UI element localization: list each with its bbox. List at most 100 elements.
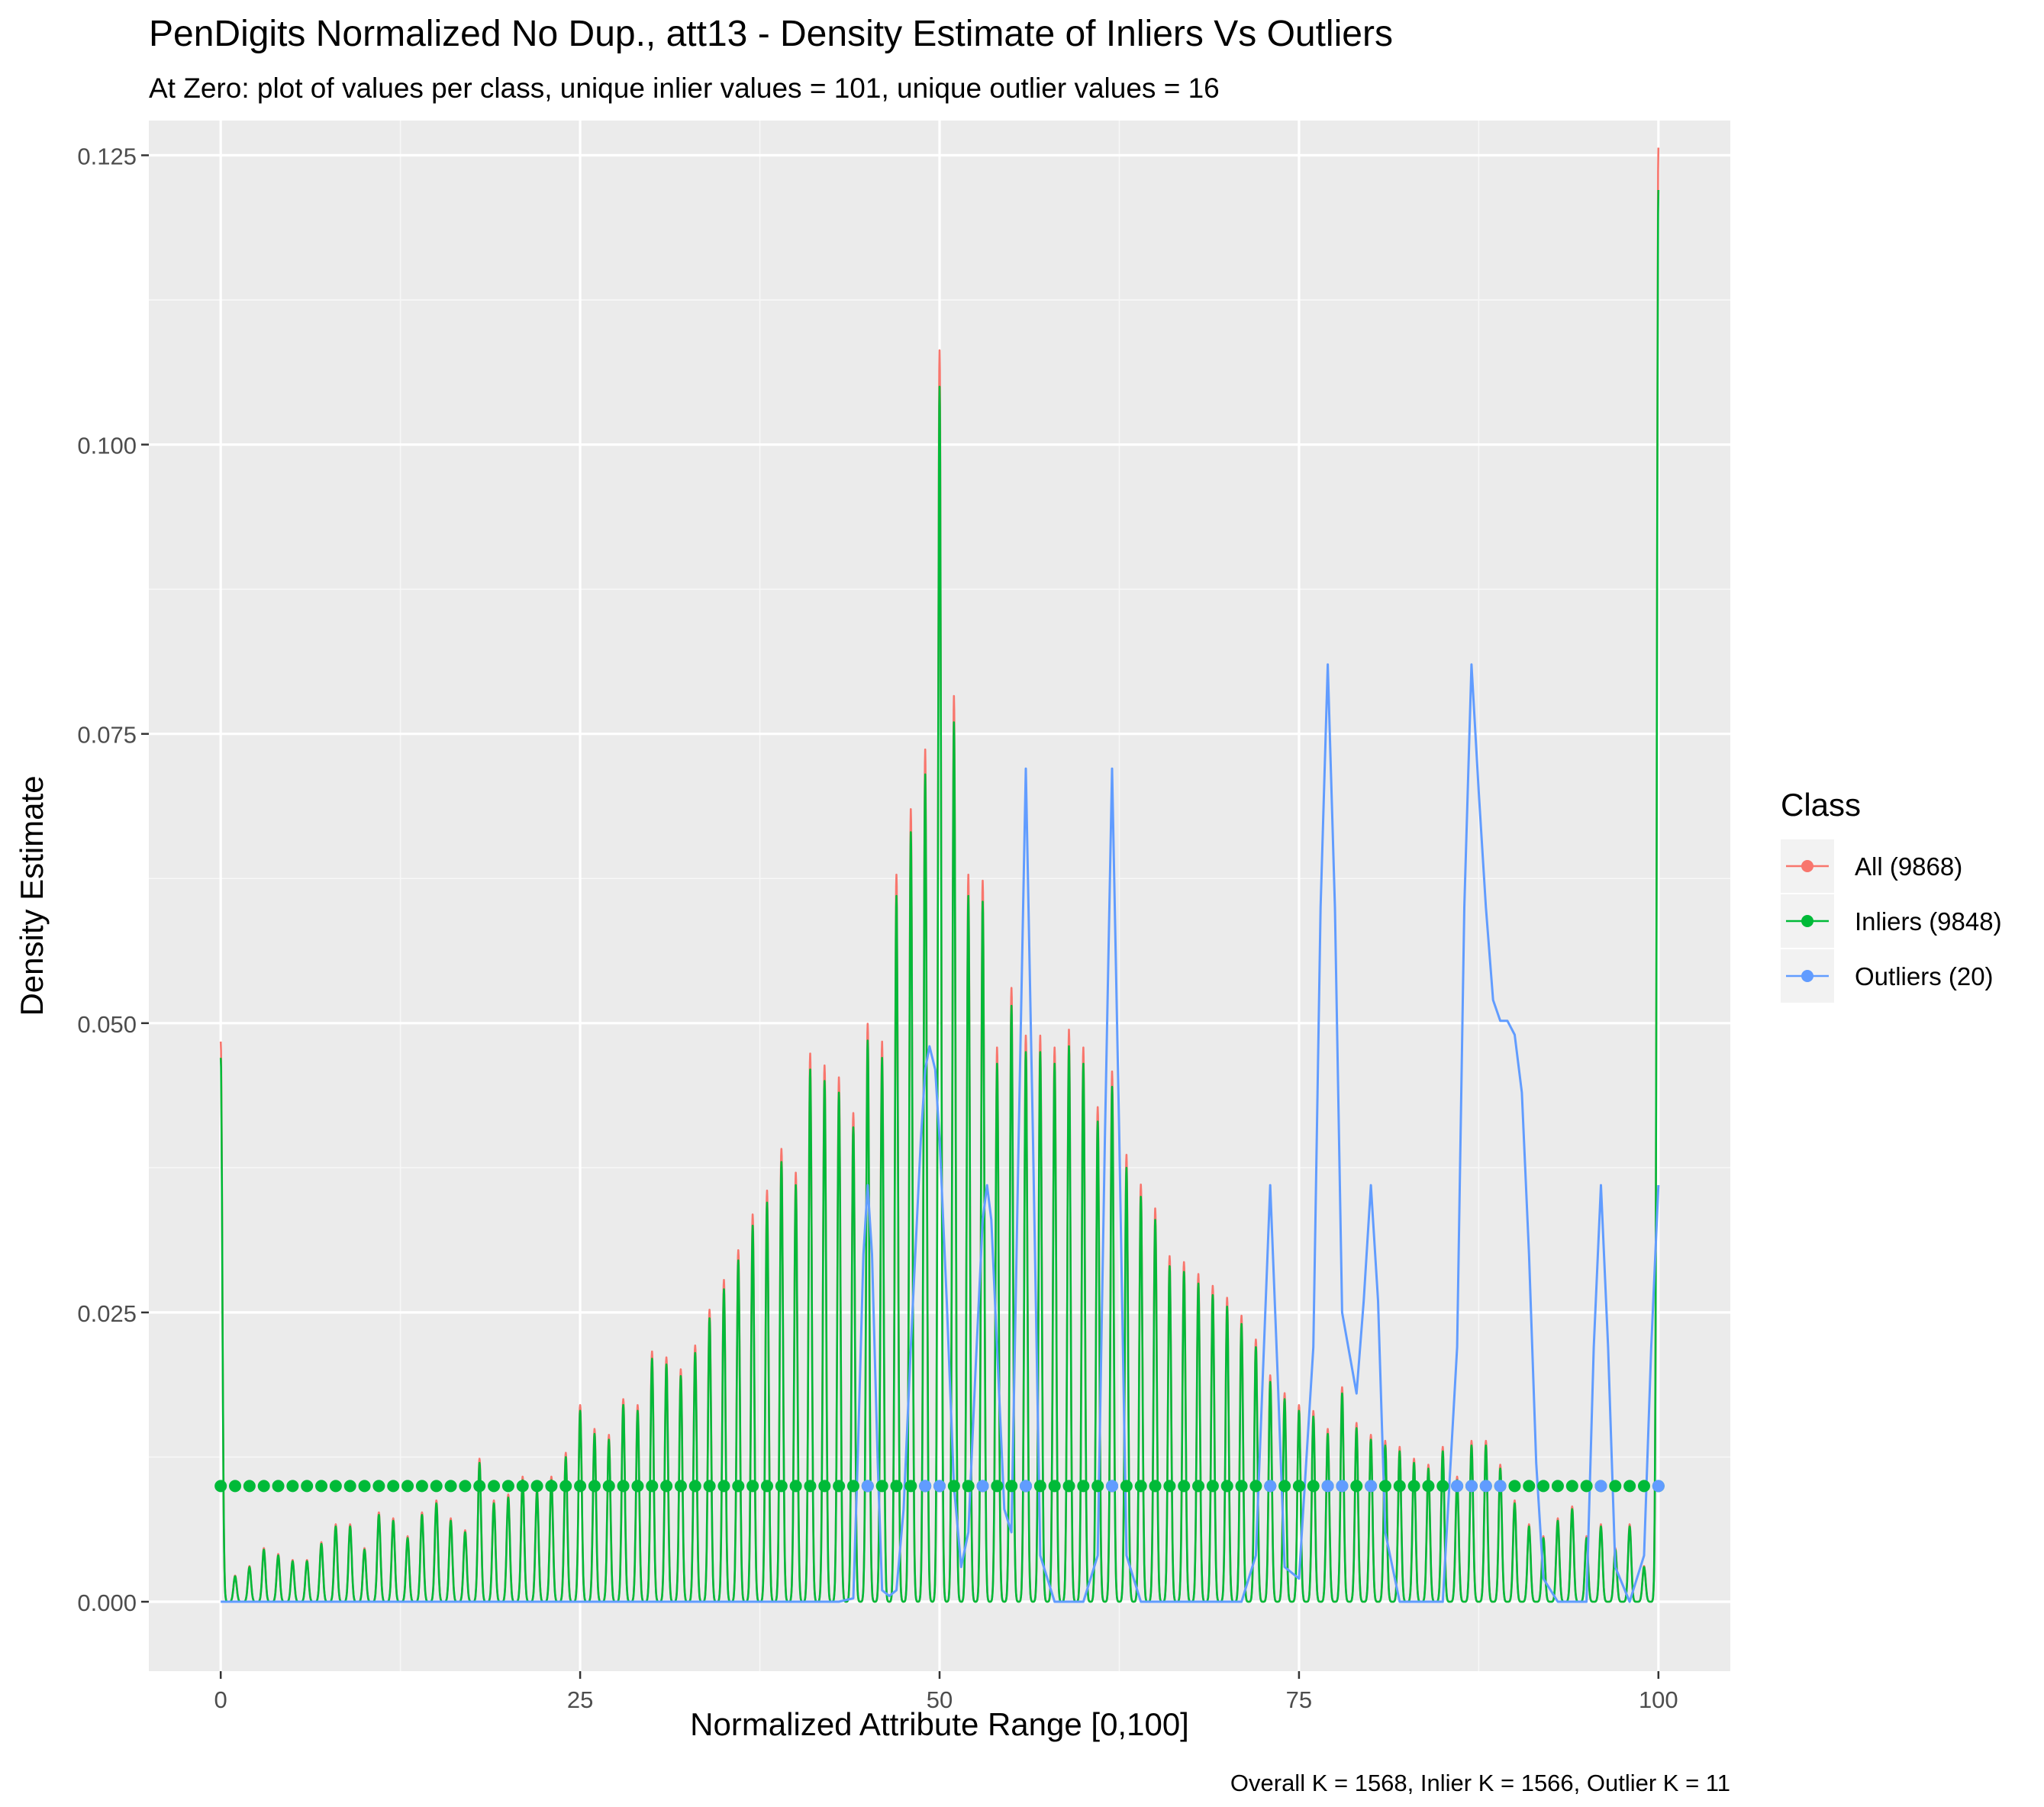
inlier-value-point	[1149, 1480, 1162, 1493]
outlier-value-point	[1479, 1480, 1492, 1493]
legend-label: Inliers (9848)	[1855, 907, 2002, 936]
zero-markers	[214, 1480, 1665, 1493]
inlier-value-point	[947, 1480, 960, 1493]
x-tick-label: 25	[567, 1686, 593, 1713]
inlier-value-point	[1062, 1480, 1075, 1493]
inlier-value-point	[646, 1480, 659, 1493]
inlier-value-point	[1134, 1480, 1147, 1493]
inlier-value-point	[991, 1480, 1004, 1493]
inlier-value-point	[1048, 1480, 1061, 1493]
inlier-value-point	[1537, 1480, 1550, 1493]
inlier-value-point	[1393, 1480, 1406, 1493]
inlier-value-point	[688, 1480, 701, 1493]
inlier-value-point	[1436, 1480, 1449, 1493]
outlier-value-point	[1594, 1480, 1607, 1493]
series-outliers-line	[221, 663, 1660, 1603]
y-tick-label: 0.125	[77, 143, 137, 169]
inlier-value-point	[401, 1480, 414, 1493]
inlier-value-point	[1551, 1480, 1564, 1493]
inlier-value-point	[789, 1480, 802, 1493]
inlier-value-point	[890, 1480, 903, 1493]
inlier-value-point	[818, 1480, 831, 1493]
x-tick-label: 100	[1639, 1686, 1678, 1713]
inlier-value-point	[315, 1480, 328, 1493]
inlier-value-point	[1206, 1480, 1219, 1493]
inlier-value-point	[387, 1480, 400, 1493]
inlier-value-point	[473, 1480, 486, 1493]
inlier-value-point	[1580, 1480, 1593, 1493]
x-tick-label: 75	[1286, 1686, 1312, 1713]
outlier-value-point	[919, 1480, 932, 1493]
y-tick-label: 0.075	[77, 722, 137, 749]
chart-caption: Overall K = 1568, Inlier K = 1566, Outli…	[1230, 1770, 1730, 1796]
inlier-value-point	[1077, 1480, 1090, 1493]
inlier-value-point	[257, 1480, 270, 1493]
inlier-value-point	[545, 1480, 558, 1493]
legend-key-point	[1801, 860, 1813, 872]
outlier-value-point	[976, 1480, 989, 1493]
inlier-value-point	[459, 1480, 472, 1493]
inlier-value-point	[229, 1480, 242, 1493]
inlier-value-point	[1623, 1480, 1636, 1493]
x-tick-label: 0	[214, 1686, 227, 1713]
inlier-value-point	[415, 1480, 428, 1493]
inlier-value-point	[717, 1480, 730, 1493]
legend-title: Class	[1781, 787, 1861, 823]
inlier-value-point	[358, 1480, 371, 1493]
inlier-value-point	[372, 1480, 385, 1493]
x-tick-label: 50	[927, 1686, 953, 1713]
inlier-value-point	[1220, 1480, 1233, 1493]
inlier-value-point	[1235, 1480, 1248, 1493]
inlier-value-point	[1609, 1480, 1622, 1493]
outlier-value-point	[1465, 1480, 1478, 1493]
inlier-value-point	[301, 1480, 314, 1493]
outlier-value-point	[933, 1480, 946, 1493]
inlier-value-point	[272, 1480, 285, 1493]
inlier-value-point	[631, 1480, 644, 1493]
inlier-value-point	[444, 1480, 457, 1493]
legend-key-point	[1801, 970, 1813, 982]
inlier-value-point	[1178, 1480, 1191, 1493]
outlier-value-point	[1321, 1480, 1334, 1493]
inlier-value-point	[1120, 1480, 1133, 1493]
outlier-value-point	[1106, 1480, 1119, 1493]
inlier-value-point	[214, 1480, 227, 1493]
inlier-value-point	[1091, 1480, 1104, 1493]
inlier-value-point	[760, 1480, 773, 1493]
inlier-value-point	[660, 1480, 673, 1493]
y-tick-label: 0.025	[77, 1300, 137, 1327]
inlier-value-point	[329, 1480, 342, 1493]
inlier-value-point	[602, 1480, 615, 1493]
inlier-value-point	[530, 1480, 543, 1493]
x-axis-title: Normalized Attribute Range [0,100]	[690, 1706, 1189, 1742]
inlier-value-point	[501, 1480, 514, 1493]
inlier-value-point	[1508, 1480, 1521, 1493]
inlier-value-point	[1005, 1480, 1018, 1493]
y-axis: 0.000 0.025 0.050 0.075 0.100 0.125	[77, 143, 149, 1616]
inlier-value-point	[1307, 1480, 1320, 1493]
inlier-value-point	[488, 1480, 501, 1493]
inlier-value-point	[833, 1480, 846, 1493]
inlier-value-point	[1249, 1480, 1262, 1493]
inlier-value-point	[617, 1480, 630, 1493]
inlier-value-point	[1192, 1480, 1205, 1493]
inlier-value-point	[1407, 1480, 1420, 1493]
inlier-value-point	[1378, 1480, 1391, 1493]
inlier-value-point	[1565, 1480, 1578, 1493]
x-axis: 0 25 50 75 100	[214, 1671, 1678, 1713]
legend-key-point	[1801, 915, 1813, 927]
inlier-value-point	[674, 1480, 687, 1493]
inlier-value-point	[1422, 1480, 1435, 1493]
inlier-value-point	[732, 1480, 745, 1493]
inlier-value-point	[1278, 1480, 1291, 1493]
legend-label: All (9868)	[1855, 852, 1962, 881]
outlier-value-point	[1264, 1480, 1277, 1493]
outlier-value-point	[1451, 1480, 1464, 1493]
inlier-value-point	[286, 1480, 299, 1493]
inlier-value-point	[703, 1480, 716, 1493]
inlier-value-point	[875, 1480, 888, 1493]
inlier-value-point	[1292, 1480, 1305, 1493]
inlier-value-point	[746, 1480, 759, 1493]
inlier-value-point	[574, 1480, 587, 1493]
inlier-value-point	[1163, 1480, 1176, 1493]
